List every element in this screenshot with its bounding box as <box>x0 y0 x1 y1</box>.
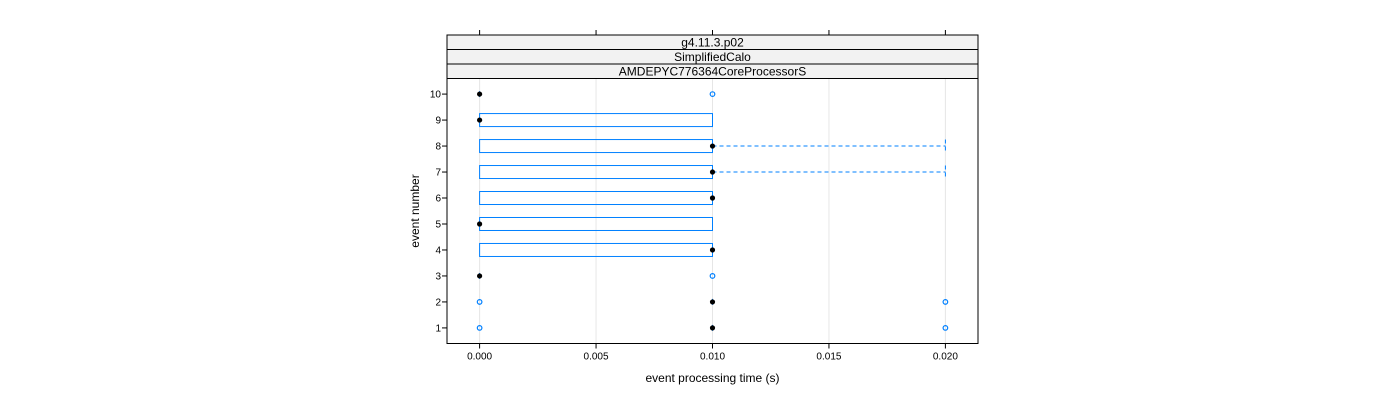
y-tick-label: 8 <box>435 142 441 153</box>
outlier-point <box>709 91 716 97</box>
y-tick-label: 10 <box>430 90 442 101</box>
x-tick-label: 0.000 <box>467 352 492 363</box>
strip-3-label: AMDEPYC776364CoreProcessorS <box>619 65 806 79</box>
data-layer <box>476 91 949 331</box>
x-tick-label: 0.020 <box>933 352 958 363</box>
median-point <box>709 299 716 305</box>
median-point <box>477 117 483 123</box>
y-tick-label: 4 <box>435 245 441 256</box>
median-point <box>477 221 483 227</box>
strip-2-label: SimplifiedCalo <box>674 50 751 64</box>
outlier-point <box>476 299 483 305</box>
x-tick-label: 0.015 <box>816 352 841 363</box>
median-point <box>477 273 483 279</box>
y-tick-label: 2 <box>435 297 441 308</box>
strip-1-label: g4.11.3.p02 <box>681 36 744 50</box>
y-tick-label: 6 <box>435 194 441 205</box>
x-axis-title: event processing time (s) <box>645 371 779 385</box>
median-point <box>709 143 716 149</box>
y-axis-title: event number <box>408 174 422 247</box>
y-tick-label: 7 <box>435 168 441 179</box>
y-tick-label: 3 <box>435 271 441 282</box>
strip-panel: g4.11.3.p02 SimplifiedCalo AMDEPYC776364… <box>446 34 979 79</box>
outlier-point <box>942 299 949 305</box>
x-tick-label: 0.005 <box>584 352 609 363</box>
outlier-point <box>476 325 483 331</box>
median-point <box>477 91 483 97</box>
y-tick-label: 9 <box>435 116 441 127</box>
median-point <box>709 195 716 201</box>
median-point <box>709 169 716 175</box>
outlier-point <box>942 325 949 331</box>
x-tick-label: 0.010 <box>700 352 725 363</box>
median-point <box>709 325 716 331</box>
axis-layer: 0.000 0.005 0.010 0.015 0.020 1 2 3 4 5 6 7 8 9 10 <box>430 30 958 363</box>
median-point <box>709 247 716 253</box>
y-tick-label: 1 <box>435 323 441 334</box>
outlier-point <box>709 273 716 279</box>
y-tick-label: 5 <box>435 219 441 230</box>
